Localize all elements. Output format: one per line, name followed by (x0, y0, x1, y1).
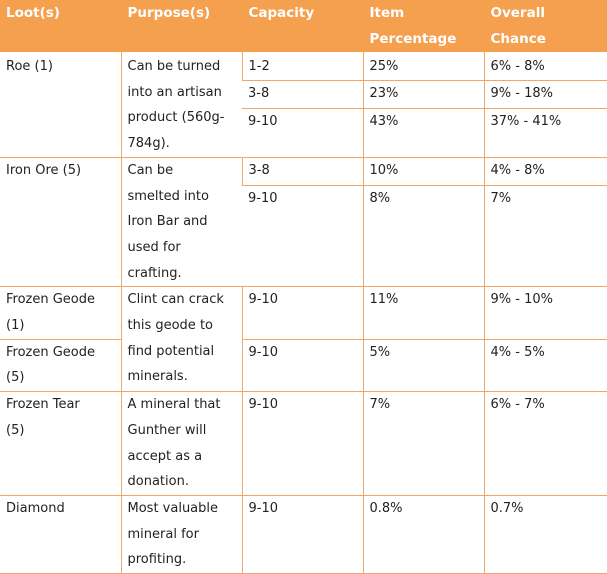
table-row: Iron Ore (5) Can be smelted into Iron Ba… (0, 157, 607, 288)
capacity-cell: 9-10 (241, 339, 363, 393)
table-row: Roe (1) Can be turned into an artisan pr… (0, 52, 607, 158)
purpose-cell: A mineral that Gunther will accept as a … (120, 391, 242, 496)
table-row: 9-10 8% 7% (0, 185, 607, 288)
item-percentage-cell: 7% (362, 391, 484, 496)
overall-chance-cell: 0.7% (483, 495, 607, 574)
table-row: Frozen Geode (1) Clint can crack this geo… (0, 286, 607, 393)
capacity-cell: 3-8 (241, 157, 363, 187)
purpose-cell: Can be turned into an artisan product (5… (120, 52, 242, 158)
capacity-cell: 3-8 (242, 80, 363, 109)
overall-chance-cell: 9% - 10% (483, 286, 607, 340)
header-item-percentage: Item Percentage (363, 0, 485, 52)
capacity-cell: 9-10 (241, 495, 363, 574)
loot-cell: Frozen Geode (1) (0, 286, 121, 340)
table-header: Loot(s) Purpose(s) Capacity Item Percenta… (0, 0, 607, 52)
overall-chance-cell: 37% - 41% (483, 108, 607, 158)
overall-chance-cell: 7% (483, 185, 607, 288)
table-row: 3-8 23% 9% - 18% (0, 80, 607, 109)
item-percentage-cell: 8% (362, 185, 484, 288)
table-row: Frozen Geode (5) 9-10 5% 4% - 5% (0, 339, 607, 393)
overall-chance-cell: 6% - 7% (483, 391, 607, 496)
capacity-cell: 9-10 (242, 108, 363, 158)
capacity-cell: 9-10 (242, 185, 363, 288)
loot-cell: Frozen Tear (5) (0, 391, 121, 496)
loot-cell: Frozen Geode (5) (0, 339, 121, 393)
header-loot: Loot(s) (0, 0, 122, 52)
table-row: Frozen Tear (5) A mineral that Gunther wi… (0, 391, 607, 496)
capacity-cell: 9-10 (241, 391, 363, 496)
capacity-cell: 1-2 (241, 52, 363, 82)
loot-cell: Roe (1) (0, 52, 121, 158)
table-row: Diamond Most valuable mineral for profit… (0, 495, 607, 574)
item-percentage-cell: 23% (362, 80, 484, 109)
loot-cell: Diamond (0, 495, 121, 574)
item-percentage-cell: 25% (362, 52, 484, 82)
item-percentage-cell: 10% (362, 157, 484, 187)
item-percentage-cell: 43% (362, 108, 484, 158)
item-percentage-cell: 11% (362, 286, 484, 340)
item-percentage-cell: 5% (362, 339, 484, 393)
overall-chance-cell: 6% - 8% (483, 52, 607, 82)
header-overall-chance: Overall Chance (484, 0, 607, 52)
overall-chance-cell: 9% - 18% (483, 80, 607, 109)
header-purpose: Purpose(s) (121, 0, 243, 52)
purpose-cell: Can be smelted into Iron Bar and used fo… (120, 157, 242, 288)
item-percentage-cell: 0.8% (362, 495, 484, 574)
purpose-cell: Clint can crack this geode to find poten… (120, 286, 242, 393)
overall-chance-cell: 4% - 8% (483, 157, 607, 187)
capacity-cell: 9-10 (241, 286, 363, 340)
loot-cell: Iron Ore (5) (0, 157, 121, 288)
table-row: 9-10 43% 37% - 41% (0, 108, 607, 158)
purpose-cell: Most valuable mineral for profiting. (120, 495, 242, 574)
header-capacity: Capacity (242, 0, 364, 52)
overall-chance-cell: 4% - 5% (483, 339, 607, 393)
